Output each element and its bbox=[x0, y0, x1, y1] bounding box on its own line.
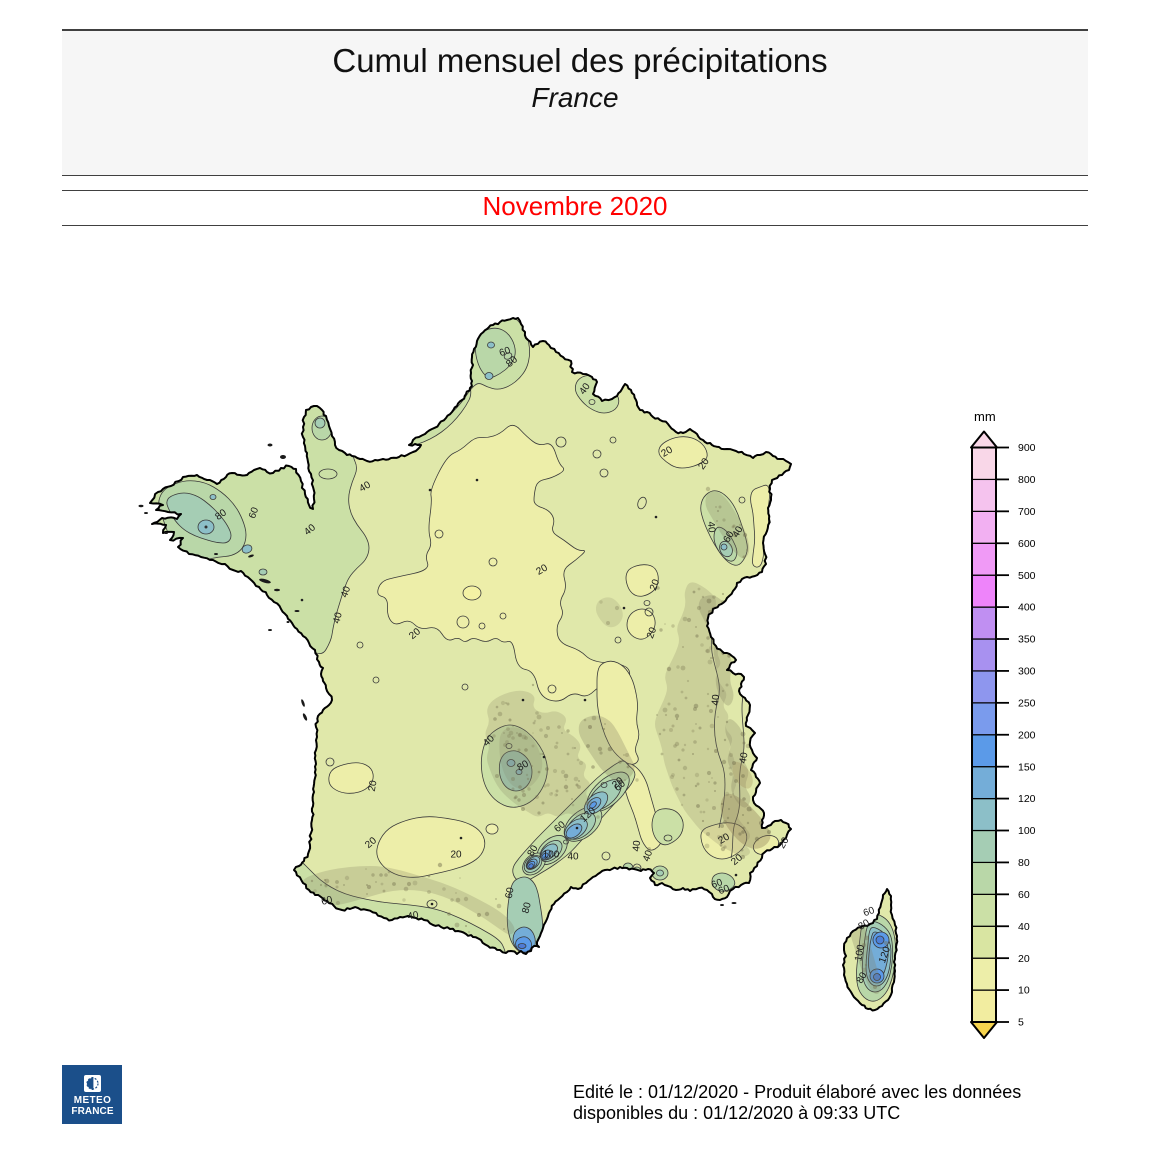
svg-text:20: 20 bbox=[645, 626, 659, 641]
svg-text:40: 40 bbox=[407, 910, 420, 923]
svg-text:FRANCE: FRANCE bbox=[71, 1106, 113, 1117]
svg-text:20: 20 bbox=[1018, 953, 1030, 965]
svg-text:40: 40 bbox=[331, 611, 345, 625]
svg-text:100: 100 bbox=[543, 850, 560, 861]
svg-text:700: 700 bbox=[1018, 506, 1036, 518]
svg-text:350: 350 bbox=[1018, 634, 1036, 646]
svg-text:20: 20 bbox=[717, 831, 733, 846]
svg-text:150: 150 bbox=[1018, 761, 1036, 773]
svg-text:40: 40 bbox=[631, 840, 643, 852]
svg-text:80: 80 bbox=[1018, 857, 1030, 869]
svg-text:40: 40 bbox=[1018, 921, 1030, 933]
svg-text:METEO: METEO bbox=[74, 1095, 112, 1106]
svg-text:60: 60 bbox=[862, 905, 877, 919]
svg-text:250: 250 bbox=[1018, 697, 1036, 709]
svg-text:20: 20 bbox=[367, 779, 380, 792]
svg-text:20: 20 bbox=[450, 850, 462, 861]
svg-text:500: 500 bbox=[1018, 570, 1036, 582]
svg-text:60: 60 bbox=[710, 877, 725, 891]
svg-text:200: 200 bbox=[1018, 729, 1036, 741]
svg-text:80: 80 bbox=[855, 970, 870, 986]
svg-text:60: 60 bbox=[504, 886, 517, 899]
svg-text:40: 40 bbox=[710, 694, 722, 706]
svg-text:400: 400 bbox=[1018, 602, 1036, 614]
svg-text:20: 20 bbox=[777, 835, 792, 851]
svg-text:40: 40 bbox=[567, 852, 579, 863]
svg-text:800: 800 bbox=[1018, 474, 1036, 486]
svg-text:20: 20 bbox=[660, 444, 676, 459]
svg-text:40: 40 bbox=[641, 849, 655, 864]
svg-text:600: 600 bbox=[1018, 538, 1036, 550]
svg-text:80: 80 bbox=[520, 901, 534, 915]
svg-text:60: 60 bbox=[1018, 889, 1030, 901]
svg-text:120: 120 bbox=[1018, 793, 1036, 805]
svg-text:80: 80 bbox=[857, 917, 873, 932]
svg-text:40: 40 bbox=[358, 479, 374, 494]
svg-text:20: 20 bbox=[535, 562, 551, 577]
svg-text:40: 40 bbox=[339, 585, 353, 600]
svg-text:100: 100 bbox=[853, 943, 867, 962]
svg-text:60: 60 bbox=[498, 345, 513, 359]
svg-text:300: 300 bbox=[1018, 666, 1036, 678]
svg-text:5: 5 bbox=[1018, 1017, 1024, 1029]
svg-text:40: 40 bbox=[705, 521, 717, 533]
svg-text:40: 40 bbox=[731, 524, 746, 540]
svg-text:60: 60 bbox=[717, 883, 732, 897]
svg-text:900: 900 bbox=[1018, 442, 1036, 454]
svg-text:80: 80 bbox=[516, 758, 532, 773]
svg-text:40: 40 bbox=[738, 751, 751, 764]
svg-text:10: 10 bbox=[1018, 985, 1030, 997]
svg-text:mm: mm bbox=[974, 409, 996, 424]
svg-text:100: 100 bbox=[1018, 825, 1036, 837]
svg-text:20: 20 bbox=[648, 578, 662, 593]
svg-text:60: 60 bbox=[320, 894, 334, 908]
svg-text:60: 60 bbox=[722, 529, 737, 545]
svg-text:60: 60 bbox=[247, 506, 261, 521]
svg-text:80: 80 bbox=[526, 843, 541, 859]
